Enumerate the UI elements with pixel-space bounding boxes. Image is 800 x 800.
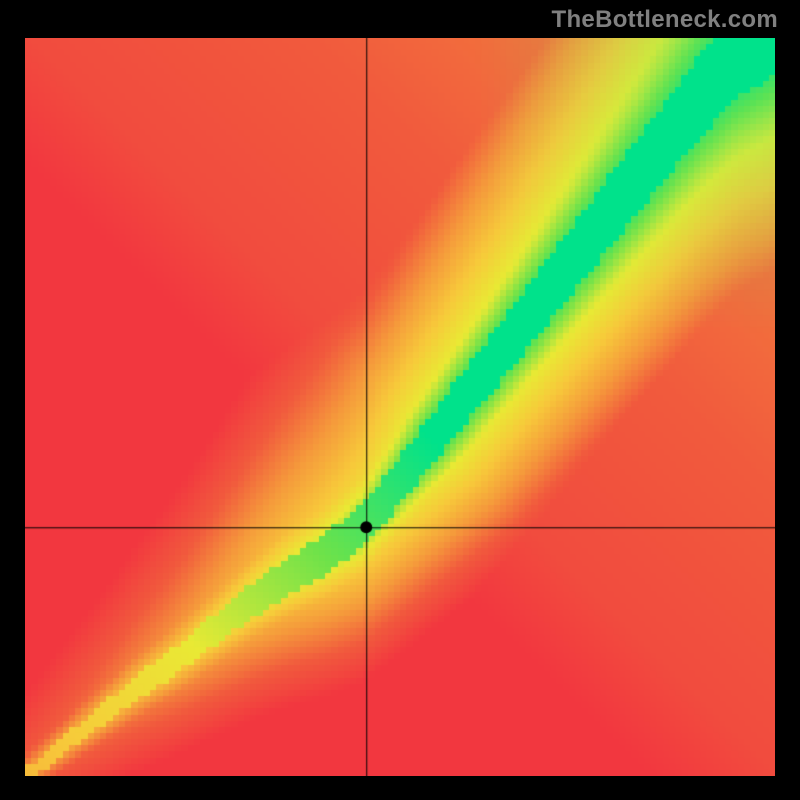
watermark-text: TheBottleneck.com <box>552 6 778 34</box>
bottleneck-heatmap <box>25 38 775 776</box>
figure-container: TheBottleneck.com <box>0 0 800 800</box>
